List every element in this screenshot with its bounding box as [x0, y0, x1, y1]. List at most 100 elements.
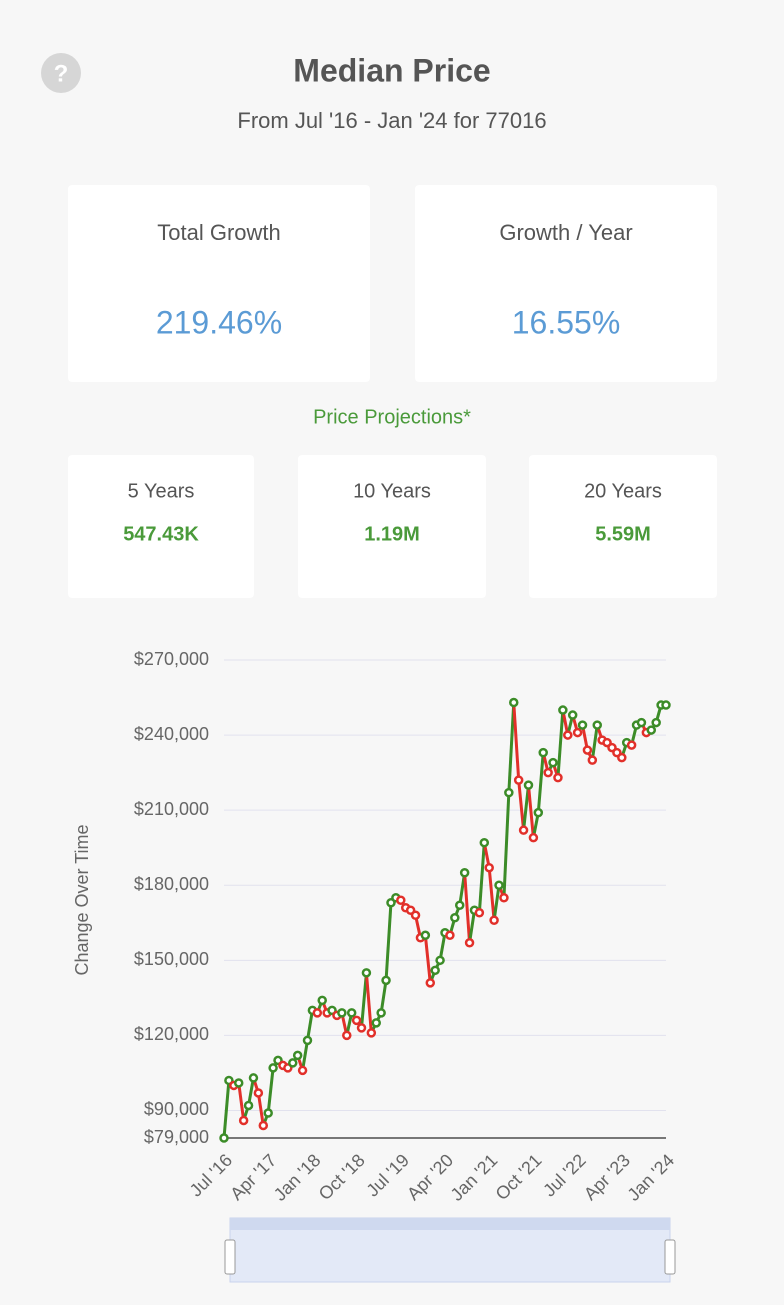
line-segment	[266, 1067, 275, 1114]
data-point	[523, 780, 534, 790]
data-point	[396, 895, 406, 906]
x-tick-label: Apr '17	[226, 1150, 280, 1204]
stat-value: 16.55%	[512, 304, 621, 340]
navigator-scrollbar[interactable]	[230, 1218, 670, 1230]
stat-card	[68, 185, 370, 382]
projection-card	[68, 455, 254, 598]
data-point	[567, 710, 578, 720]
line-segment	[256, 1092, 265, 1126]
data-point	[494, 880, 504, 890]
data-point	[292, 1050, 303, 1061]
data-point	[312, 1008, 323, 1018]
data-point	[646, 725, 657, 735]
data-point	[435, 955, 445, 966]
data-point	[430, 965, 440, 976]
data-point	[351, 1015, 362, 1026]
title: Median Price	[293, 52, 490, 88]
data-point	[484, 862, 494, 873]
x-tick-label: Oct '18	[315, 1150, 369, 1204]
y-tick-label: $210,000	[134, 799, 209, 819]
data-point	[587, 755, 598, 765]
data-point	[346, 1008, 357, 1018]
y-tick-label: $120,000	[134, 1024, 209, 1044]
data-point	[558, 705, 568, 715]
projection-value: 5.59M	[595, 523, 651, 545]
line-segment	[512, 702, 521, 781]
data-point	[661, 700, 671, 710]
data-point	[518, 825, 529, 835]
data-point	[651, 717, 661, 728]
line-segment	[360, 972, 368, 1029]
data-point	[248, 1073, 259, 1083]
plot: $79,000 $90,000 $120,000 $150,000 $180,000 $2…	[134, 649, 678, 1205]
x-tick-label: Jan '24	[623, 1150, 678, 1205]
data-point	[381, 975, 391, 986]
line-segment	[477, 842, 486, 913]
data-point	[459, 867, 470, 878]
data-point	[582, 745, 593, 755]
data-point	[253, 1088, 264, 1098]
line-segment	[237, 1082, 246, 1121]
data-point	[577, 720, 588, 730]
data-point	[626, 740, 637, 750]
data-point	[504, 787, 514, 798]
line-segment	[556, 709, 565, 778]
data-point	[233, 1078, 244, 1088]
data-point	[258, 1120, 269, 1131]
data-point	[445, 930, 455, 941]
data-point	[361, 968, 372, 978]
line-segment	[517, 779, 526, 831]
line-segment	[492, 885, 501, 921]
data-point	[464, 938, 475, 948]
data-point	[288, 1058, 298, 1068]
line-segment	[301, 1040, 309, 1071]
projection-card	[529, 455, 717, 598]
data-point	[302, 1035, 313, 1046]
y-tick-label: $270,000	[134, 649, 209, 669]
data-point	[425, 978, 436, 988]
x-tick-label: Oct '21	[492, 1150, 546, 1204]
line-segment	[526, 784, 535, 838]
data-point	[548, 757, 558, 768]
stat-label: Growth / Year	[499, 220, 632, 245]
navigator-handle[interactable]	[664, 1239, 676, 1275]
data-point	[617, 752, 627, 763]
data-point	[572, 727, 583, 738]
line-segment	[502, 792, 511, 898]
data-point	[337, 1008, 347, 1018]
line-segment	[487, 867, 496, 921]
line-segment	[384, 902, 393, 981]
data-point	[366, 1028, 377, 1038]
data-point	[474, 908, 485, 918]
data-point	[592, 720, 602, 730]
data-point	[376, 1008, 386, 1018]
data-point	[420, 930, 431, 941]
projection-label: 10 Years	[353, 480, 431, 502]
data-point	[528, 832, 539, 843]
x-tick-label: Apr '20	[403, 1150, 457, 1204]
projection-label: 5 Years	[128, 480, 195, 502]
x-tick-label: Apr '23	[580, 1150, 634, 1204]
data-point	[636, 717, 647, 728]
y-tick-label: $90,000	[144, 1099, 209, 1119]
navigator-handle[interactable]	[224, 1239, 236, 1275]
data-point	[450, 913, 460, 923]
data-point	[371, 1018, 381, 1028]
line-segment	[468, 910, 476, 944]
data-point	[356, 1023, 367, 1033]
projection-label: 20 Years	[584, 480, 662, 502]
line-segment	[379, 980, 388, 1014]
projections-title: Price Projections*	[313, 406, 471, 428]
data-point	[509, 697, 519, 708]
data-point	[543, 767, 553, 778]
data-point	[317, 995, 327, 1006]
line-segment	[463, 872, 472, 943]
help-icon[interactable]	[41, 53, 81, 93]
line-segment	[423, 935, 432, 983]
x-tick-label: Jan '21	[447, 1150, 502, 1205]
data-point	[243, 1100, 254, 1111]
data-point	[219, 1133, 229, 1143]
y-tick-label: $79,000	[144, 1127, 209, 1147]
